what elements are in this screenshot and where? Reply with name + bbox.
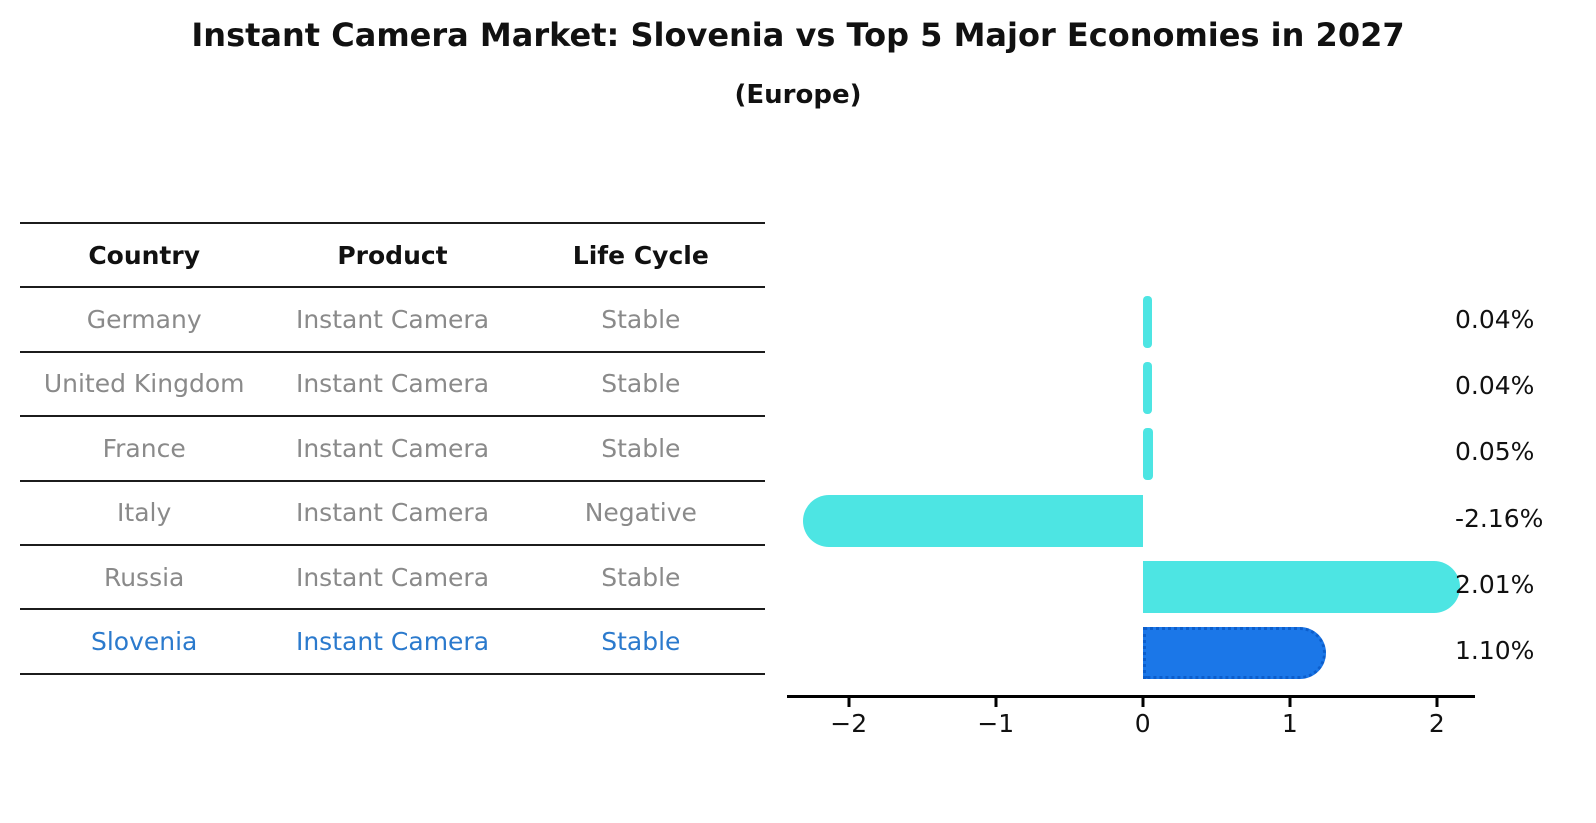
bar-france xyxy=(1142,428,1154,481)
figure-title: Instant Camera Market: Slovenia vs Top 5… xyxy=(191,16,1405,54)
lifecycle-cell: Stable xyxy=(601,433,681,463)
x-tick-label: 1 xyxy=(1281,709,1298,738)
country-cell: Germany xyxy=(86,305,202,335)
figure-subtitle: (Europe) xyxy=(734,80,862,110)
value-label-france: 0.05% xyxy=(1455,437,1535,467)
lifecycle-cell: Stable xyxy=(601,562,681,592)
bar-united-kingdom xyxy=(1142,362,1152,415)
x-tick xyxy=(994,695,998,707)
product-cell: Instant Camera xyxy=(295,498,490,528)
column-header-lifecycle: Life Cycle xyxy=(572,240,709,270)
table-row-germany: Germany Instant Camera Stable xyxy=(20,288,765,353)
country-cell: Italy xyxy=(117,498,172,528)
x-tick xyxy=(1141,695,1145,707)
table-row-slovenia: Slovenia Instant Camera Stable xyxy=(20,610,765,675)
x-tick xyxy=(847,695,851,707)
x-tick-label: 2 xyxy=(1428,709,1445,738)
lifecycle-cell: Negative xyxy=(584,498,697,528)
x-tick-label: 0 xyxy=(1134,709,1151,738)
bar-germany xyxy=(1142,296,1152,348)
country-cell: Russia xyxy=(103,562,185,592)
x-tick-label: −2 xyxy=(830,709,868,738)
country-cell: Slovenia xyxy=(90,627,198,657)
table-row-united-kingdom: United Kingdom Instant Camera Stable xyxy=(20,353,765,418)
value-label-slovenia: 1.10% xyxy=(1455,636,1535,665)
bar-italy xyxy=(803,494,1143,547)
product-cell: Instant Camera xyxy=(295,562,490,592)
table-row-france: France Instant Camera Stable xyxy=(20,417,765,482)
table-row-italy: Italy Instant Camera Negative xyxy=(20,482,765,546)
x-tick xyxy=(1435,695,1439,707)
bar-russia xyxy=(1142,560,1461,613)
x-tick xyxy=(1288,695,1292,707)
value-label-italy: -2.16% xyxy=(1455,503,1544,533)
product-cell: Instant Camera xyxy=(295,433,490,463)
value-label-column: 0.04% 0.04% 0.05% -2.16% 2.01% 1.10% xyxy=(1455,282,1595,698)
table-row-russia: Russia Instant Camera Stable xyxy=(20,546,765,611)
column-header-country: Country xyxy=(88,240,201,270)
value-label-united-kingdom: 0.04% xyxy=(1455,371,1535,401)
country-cell: United Kingdom xyxy=(43,369,245,399)
lifecycle-cell: Stable xyxy=(601,369,681,399)
data-table: Country Product Life Cycle Germany Insta… xyxy=(20,222,765,675)
value-label-germany: 0.04% xyxy=(1455,305,1535,334)
x-tick-label: −1 xyxy=(977,709,1015,738)
column-header-product: Product xyxy=(337,240,448,270)
product-cell: Instant Camera xyxy=(295,369,490,399)
lifecycle-cell: Stable xyxy=(601,305,681,335)
country-cell: France xyxy=(102,433,186,463)
lifecycle-cell: Stable xyxy=(601,627,681,657)
table-header-row: Country Product Life Cycle xyxy=(20,224,765,289)
bar-chart-plot-area: −2 −1 0 1 2 xyxy=(787,282,1475,738)
value-label-russia: 2.01% xyxy=(1455,569,1535,599)
bar-slovenia xyxy=(1142,627,1327,679)
product-cell: Instant Camera xyxy=(295,627,490,657)
product-cell: Instant Camera xyxy=(295,305,490,335)
